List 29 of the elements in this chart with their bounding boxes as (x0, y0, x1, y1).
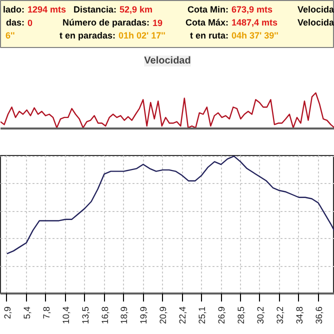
x-tick-label: 34,8 (294, 306, 304, 324)
x-tick-label: 16,8 (100, 306, 110, 324)
text: Distancia: 52,9 km (73, 4, 153, 14)
text: Velocida (298, 18, 334, 28)
chart-title: Velocidad (144, 56, 191, 66)
x-tick-label: 22,4 (178, 306, 188, 324)
text: das: 0 (6, 18, 33, 28)
text: Número de paradas: 19 (62, 18, 163, 28)
x-tick-label: 20,9 (158, 306, 168, 324)
x-tick-label: 2,9 (2, 306, 12, 320)
x-tick-label: 18,9 (119, 306, 130, 324)
text: Cota Máx: 1487,4 mts (185, 18, 278, 28)
text: t en paradas: 01h 02' 17'' (59, 30, 166, 40)
x-tick-label: 7,8 (41, 306, 52, 320)
x-tick-label: 19,9 (138, 306, 149, 324)
x-tick-label: 13,5 (80, 306, 90, 324)
text: 6'' (6, 30, 15, 40)
x-tick-label: 10,4 (60, 306, 71, 324)
x-tick-label: 25,1 (197, 306, 208, 324)
x-tick-label: 26,9 (216, 306, 227, 324)
x-tick-label: 28,5 (236, 306, 246, 324)
x-tick-label: 32,2 (274, 306, 285, 324)
text: Velocida (298, 4, 334, 14)
x-tick-label: 30,2 (255, 306, 266, 324)
text: Cota Min: 673,9 mts (188, 4, 273, 14)
x-tick-label: 36,6 (314, 306, 324, 324)
x-tick-label: 5,4 (22, 306, 32, 320)
text: lado: 1294 mts (3, 4, 66, 14)
text: t en ruta: 04h 37' 39'' (190, 30, 278, 40)
